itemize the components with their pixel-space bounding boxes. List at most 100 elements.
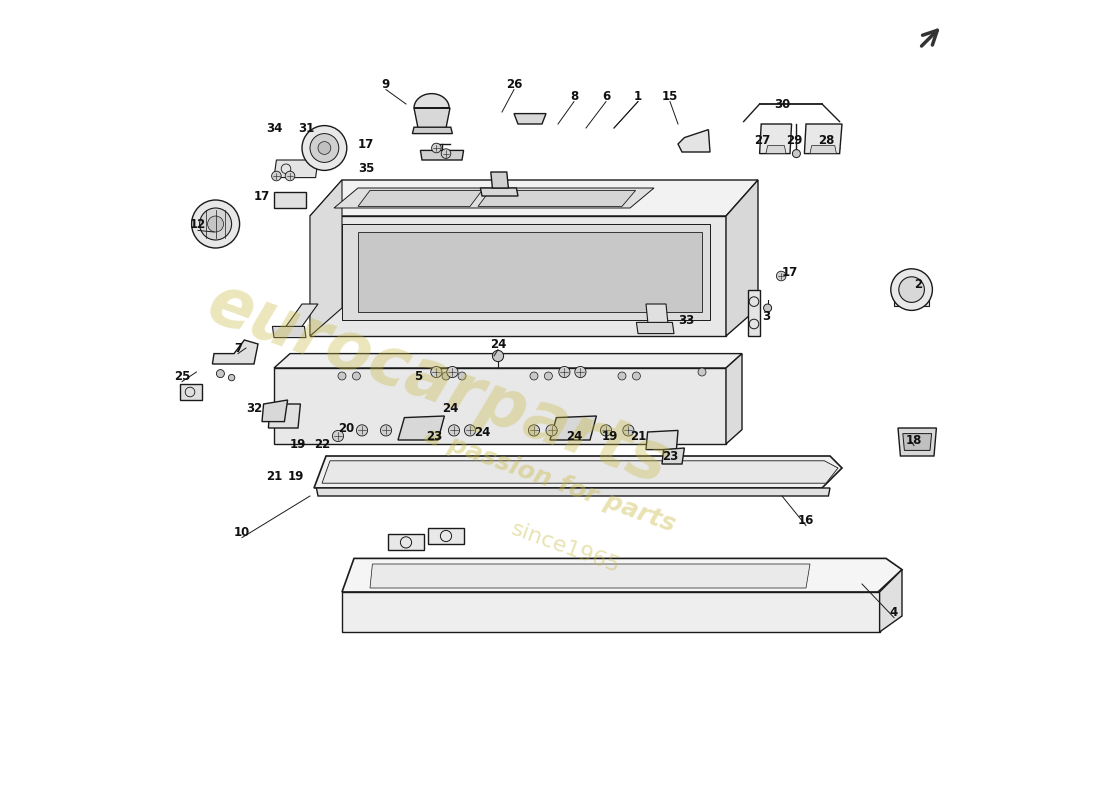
Polygon shape <box>342 224 710 320</box>
Text: 24: 24 <box>490 338 506 350</box>
Text: 32: 32 <box>246 402 262 414</box>
Circle shape <box>332 430 343 442</box>
Polygon shape <box>310 180 758 216</box>
Polygon shape <box>274 192 306 208</box>
Text: 6: 6 <box>602 90 610 102</box>
Text: 10: 10 <box>234 526 250 538</box>
Circle shape <box>441 149 451 158</box>
Text: 28: 28 <box>817 134 834 146</box>
Text: 15: 15 <box>662 90 679 102</box>
Circle shape <box>698 368 706 376</box>
Text: 3: 3 <box>762 310 770 322</box>
Circle shape <box>449 425 460 436</box>
Circle shape <box>217 370 224 378</box>
Polygon shape <box>646 430 678 450</box>
Polygon shape <box>646 304 669 328</box>
Text: 24: 24 <box>565 430 582 442</box>
Text: 24: 24 <box>442 402 459 414</box>
Polygon shape <box>310 180 342 336</box>
Circle shape <box>458 372 466 380</box>
Polygon shape <box>398 416 444 440</box>
Circle shape <box>618 372 626 380</box>
Polygon shape <box>420 150 463 160</box>
Text: 21: 21 <box>630 430 646 442</box>
Circle shape <box>356 425 367 436</box>
Polygon shape <box>274 160 318 178</box>
Polygon shape <box>748 290 760 336</box>
Polygon shape <box>726 180 758 336</box>
Polygon shape <box>370 564 810 588</box>
Circle shape <box>777 271 786 281</box>
Text: 17: 17 <box>358 138 374 150</box>
Circle shape <box>431 366 442 378</box>
Text: 19: 19 <box>289 438 306 450</box>
Circle shape <box>528 425 540 436</box>
Text: 1: 1 <box>634 90 642 102</box>
Circle shape <box>302 126 346 170</box>
Polygon shape <box>342 592 880 632</box>
Text: 12: 12 <box>190 218 206 230</box>
Circle shape <box>623 425 634 436</box>
Text: 29: 29 <box>785 134 802 146</box>
Circle shape <box>792 150 801 158</box>
Polygon shape <box>342 558 902 592</box>
Circle shape <box>229 374 234 381</box>
Polygon shape <box>262 400 287 422</box>
Polygon shape <box>180 384 202 400</box>
Polygon shape <box>810 146 836 154</box>
Text: 19: 19 <box>287 470 304 482</box>
Circle shape <box>632 372 640 380</box>
Polygon shape <box>491 172 508 188</box>
Polygon shape <box>894 283 930 306</box>
Text: 7: 7 <box>234 342 242 354</box>
Text: 16: 16 <box>798 514 814 526</box>
Polygon shape <box>726 354 742 444</box>
Circle shape <box>544 372 552 380</box>
Text: eurocarparts: eurocarparts <box>198 270 678 498</box>
Text: 18: 18 <box>905 434 922 446</box>
Polygon shape <box>678 130 710 152</box>
Polygon shape <box>550 416 596 440</box>
Text: 35: 35 <box>358 162 374 174</box>
Polygon shape <box>428 528 463 544</box>
Polygon shape <box>478 190 636 206</box>
Polygon shape <box>766 146 786 154</box>
Text: 26: 26 <box>506 78 522 90</box>
Polygon shape <box>414 94 449 108</box>
Circle shape <box>530 372 538 380</box>
Text: 9: 9 <box>382 78 390 90</box>
Polygon shape <box>804 124 842 154</box>
Polygon shape <box>268 404 300 428</box>
Text: 34: 34 <box>266 122 283 134</box>
Text: 2: 2 <box>914 278 922 290</box>
Text: 17: 17 <box>254 190 271 202</box>
Circle shape <box>310 134 339 162</box>
Circle shape <box>899 277 924 302</box>
Text: 33: 33 <box>678 314 694 326</box>
Text: 23: 23 <box>662 450 678 462</box>
Text: a passion for parts: a passion for parts <box>421 423 679 537</box>
Text: 22: 22 <box>314 438 330 450</box>
Text: 8: 8 <box>570 90 579 102</box>
Text: 31: 31 <box>298 122 315 134</box>
Polygon shape <box>334 188 654 208</box>
Text: 30: 30 <box>774 98 790 110</box>
Text: 27: 27 <box>754 134 770 146</box>
Polygon shape <box>274 368 726 444</box>
Circle shape <box>464 425 475 436</box>
Circle shape <box>763 304 771 312</box>
Text: 4: 4 <box>890 606 898 618</box>
Polygon shape <box>880 570 902 632</box>
Circle shape <box>318 142 331 154</box>
Text: 20: 20 <box>338 422 354 434</box>
Circle shape <box>191 200 240 248</box>
Polygon shape <box>314 456 842 488</box>
Polygon shape <box>760 124 792 154</box>
Polygon shape <box>412 127 452 134</box>
Circle shape <box>272 171 282 181</box>
Text: 24: 24 <box>474 426 491 438</box>
Circle shape <box>447 366 458 378</box>
Text: 21: 21 <box>266 470 282 482</box>
Circle shape <box>493 350 504 362</box>
Circle shape <box>285 171 295 181</box>
